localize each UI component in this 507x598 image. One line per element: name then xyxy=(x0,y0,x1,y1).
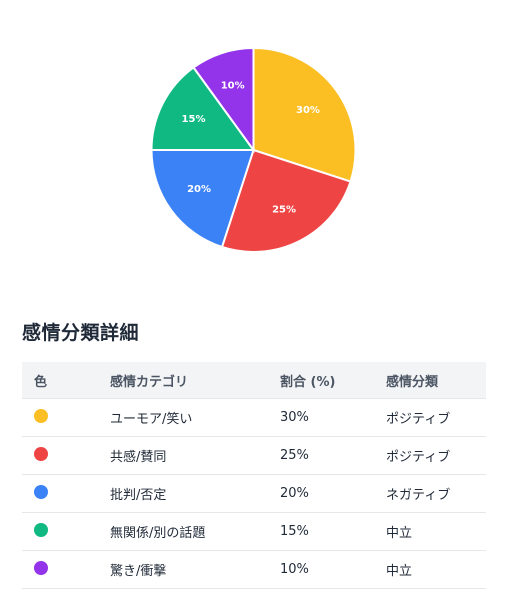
pie-slice-label-empathy: 25% xyxy=(272,204,296,215)
pie-chart: 30% 25% 20% 15% 10% xyxy=(150,46,357,253)
color-swatch xyxy=(34,408,48,423)
table-row: 批判/否定 20% ネガティブ xyxy=(22,474,486,513)
color-cell xyxy=(22,550,110,589)
color-swatch xyxy=(34,484,48,499)
ratio-cell: 25% xyxy=(280,436,386,475)
color-swatch xyxy=(34,522,48,537)
emotion-detail-table: 色 感情カテゴリ 割合 (%) 感情分類 ユーモア/笑い 30% ポジティブ 共… xyxy=(22,362,486,589)
classification-cell: ポジティブ xyxy=(386,398,486,437)
ratio-cell: 10% xyxy=(280,550,386,589)
table-row: ユーモア/笑い 30% ポジティブ xyxy=(22,398,486,437)
pie-slice-label-criticism: 20% xyxy=(187,184,211,195)
color-cell xyxy=(22,436,110,475)
pie-slice-label-humor: 30% xyxy=(296,105,320,116)
ratio-cell: 20% xyxy=(280,474,386,513)
pie-slice-unrelated xyxy=(150,66,256,151)
header-category: 感情カテゴリ xyxy=(110,362,280,399)
table-row: 驚き/衝撃 10% 中立 xyxy=(22,550,486,589)
color-cell xyxy=(22,474,110,513)
pie-slice-humor xyxy=(252,46,357,183)
table-row: 無関係/別の話題 15% 中立 xyxy=(22,512,486,551)
ratio-cell: 15% xyxy=(280,512,386,551)
classification-cell: 中立 xyxy=(386,550,486,589)
classification-cell: ポジティブ xyxy=(386,436,486,475)
section-title: 感情分類詳細 xyxy=(22,322,140,344)
category-cell: ユーモア/笑い xyxy=(110,398,280,437)
classification-cell: 中立 xyxy=(386,512,486,551)
category-cell: 驚き/衝撃 xyxy=(110,550,280,589)
category-cell: 無関係/別の話題 xyxy=(110,512,280,551)
color-cell xyxy=(22,398,110,437)
pie-slice-empathy xyxy=(220,148,352,253)
pie-slice-criticism xyxy=(150,149,255,249)
header-color: 色 xyxy=(22,362,110,399)
header-classification: 感情分類 xyxy=(386,362,486,399)
category-cell: 共感/賛同 xyxy=(110,436,280,475)
header-ratio: 割合 (%) xyxy=(280,362,386,399)
pie-chart-svg: 30% 25% 20% 15% 10% xyxy=(150,46,357,253)
color-cell xyxy=(22,512,110,551)
pie-slice-surprise xyxy=(192,46,255,154)
color-swatch xyxy=(34,446,48,461)
table-row: 共感/賛同 25% ポジティブ xyxy=(22,436,486,475)
table-header-row: 色 感情カテゴリ 割合 (%) 感情分類 xyxy=(22,362,486,399)
color-swatch xyxy=(34,560,48,575)
classification-cell: ネガティブ xyxy=(386,474,486,513)
pie-slice-label-unrelated: 15% xyxy=(182,114,206,125)
ratio-cell: 30% xyxy=(280,398,386,437)
category-cell: 批判/否定 xyxy=(110,474,280,513)
pie-slice-label-surprise: 10% xyxy=(221,80,245,91)
